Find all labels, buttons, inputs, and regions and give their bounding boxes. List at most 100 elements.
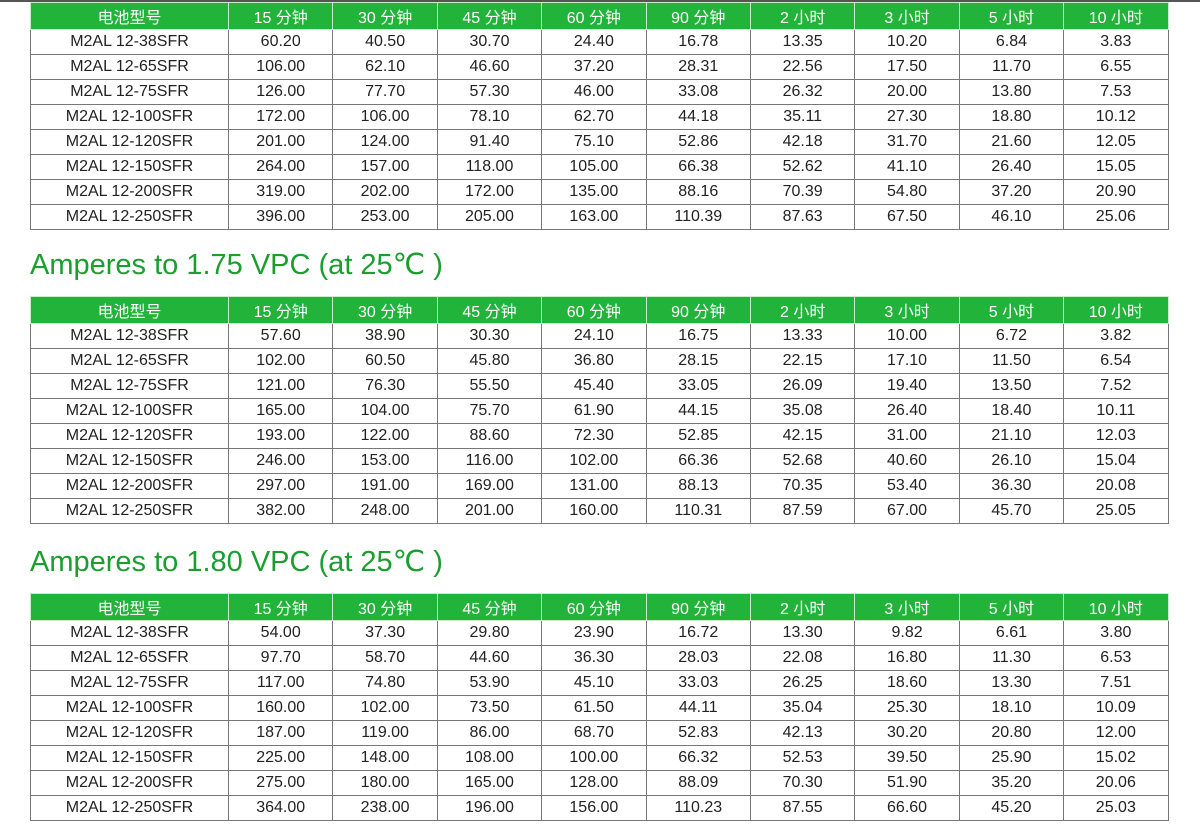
model-cell: M2AL 12-250SFR (30, 498, 229, 524)
current-cell: 52.86 (645, 129, 751, 155)
current-cell: 35.08 (749, 398, 856, 424)
current-cell: 11.30 (958, 645, 1065, 671)
current-cell: 88.16 (645, 179, 751, 205)
current-cell: 73.50 (436, 695, 543, 721)
current-cell: 88.09 (645, 770, 751, 796)
current-cell: 41.10 (854, 154, 960, 180)
column-header: 2 小时 (749, 593, 856, 621)
column-header: 60 分钟 (541, 296, 647, 324)
current-cell: 42.15 (749, 423, 856, 449)
current-cell: 45.70 (958, 498, 1065, 524)
current-cell: 57.60 (227, 323, 334, 349)
current-cell: 105.00 (541, 154, 647, 180)
current-cell: 68.70 (541, 720, 647, 746)
current-cell: 52.85 (645, 423, 751, 449)
current-cell: 238.00 (332, 795, 438, 821)
current-cell: 37.20 (958, 179, 1065, 205)
column-header: 15 分钟 (227, 593, 334, 621)
current-cell: 13.80 (958, 79, 1065, 105)
current-cell: 20.00 (854, 79, 960, 105)
current-cell: 26.32 (749, 79, 856, 105)
current-cell: 36.30 (541, 645, 647, 671)
current-cell: 20.06 (1063, 770, 1169, 796)
model-cell: M2AL 12-250SFR (30, 204, 229, 230)
discharge-table-1: 电池型号 15 分钟 30 分钟 45 分钟 60 分钟 90 分钟 2 小时 3 小时 5 小… (30, 2, 1169, 230)
current-cell: 17.10 (854, 348, 960, 374)
table-row: M2AL 12-65SFR 102.00 60.50 45.80 36.80 28.15 2… (30, 348, 1169, 374)
model-cell: M2AL 12-150SFR (30, 745, 229, 771)
current-cell: 62.10 (332, 54, 438, 80)
current-cell: 3.80 (1063, 620, 1169, 646)
column-header: 3 小时 (854, 593, 960, 621)
current-cell: 52.62 (749, 154, 856, 180)
current-cell: 102.00 (227, 348, 334, 374)
current-cell: 7.53 (1063, 79, 1169, 105)
current-cell: 16.78 (645, 29, 751, 55)
current-cell: 110.39 (645, 204, 751, 230)
current-cell: 196.00 (436, 795, 543, 821)
column-header: 90 分钟 (645, 296, 751, 324)
model-cell: M2AL 12-75SFR (30, 670, 229, 696)
current-cell: 12.05 (1063, 129, 1169, 155)
column-header: 30 分钟 (332, 2, 438, 30)
current-cell: 37.30 (332, 620, 438, 646)
current-cell: 124.00 (332, 129, 438, 155)
column-header: 60 分钟 (541, 2, 647, 30)
column-header: 电池型号 (30, 2, 229, 30)
current-cell: 72.30 (541, 423, 647, 449)
current-cell: 18.80 (958, 104, 1065, 130)
current-cell: 15.05 (1063, 154, 1169, 180)
current-cell: 12.03 (1063, 423, 1169, 449)
table-row: M2AL 12-100SFR 172.00 106.00 78.10 62.70 44.1… (30, 104, 1169, 130)
current-cell: 10.00 (854, 323, 960, 349)
current-cell: 60.50 (332, 348, 438, 374)
current-cell: 42.18 (749, 129, 856, 155)
current-cell: 88.13 (645, 473, 751, 499)
model-cell: M2AL 12-100SFR (30, 104, 229, 130)
current-cell: 25.90 (958, 745, 1065, 771)
current-cell: 25.06 (1063, 204, 1169, 230)
current-cell: 25.30 (854, 695, 960, 721)
table-row: M2AL 12-150SFR 225.00 148.00 108.00 100.00 66… (30, 745, 1169, 771)
current-cell: 44.11 (645, 695, 751, 721)
table-row: M2AL 12-200SFR 319.00 202.00 172.00 135.00 88… (30, 179, 1169, 205)
column-header: 5 小时 (958, 2, 1065, 30)
current-cell: 157.00 (332, 154, 438, 180)
model-cell: M2AL 12-100SFR (30, 398, 229, 424)
model-cell: M2AL 12-38SFR (30, 323, 229, 349)
current-cell: 13.35 (749, 29, 856, 55)
model-cell: M2AL 12-65SFR (30, 645, 229, 671)
current-cell: 100.00 (541, 745, 647, 771)
column-header: 5 小时 (958, 296, 1065, 324)
model-cell: M2AL 12-100SFR (30, 695, 229, 721)
table-row: M2AL 12-100SFR 160.00 102.00 73.50 61.50 44.1… (30, 695, 1169, 721)
column-header: 90 分钟 (645, 2, 751, 30)
column-header: 2 小时 (749, 2, 856, 30)
current-cell: 297.00 (227, 473, 334, 499)
header-row: 电池型号 15 分钟 30 分钟 45 分钟 60 分钟 90 分钟 2 小时 3 小时 5 小… (30, 296, 1169, 324)
current-cell: 44.15 (645, 398, 751, 424)
table-row: M2AL 12-38SFR 57.60 38.90 30.30 24.10 16.75 13… (30, 323, 1169, 349)
column-header: 电池型号 (30, 593, 229, 621)
model-cell: M2AL 12-250SFR (30, 795, 229, 821)
model-cell: M2AL 12-65SFR (30, 54, 229, 80)
model-cell: M2AL 12-200SFR (30, 770, 229, 796)
current-cell: 74.80 (332, 670, 438, 696)
header-row: 电池型号 15 分钟 30 分钟 45 分钟 60 分钟 90 分钟 2 小时 3 小时 5 小… (30, 2, 1169, 30)
current-cell: 165.00 (227, 398, 334, 424)
current-cell: 253.00 (332, 204, 438, 230)
current-cell: 110.31 (645, 498, 751, 524)
column-header: 10 小时 (1063, 296, 1169, 324)
current-cell: 52.53 (749, 745, 856, 771)
current-cell: 10.12 (1063, 104, 1169, 130)
current-cell: 27.30 (854, 104, 960, 130)
current-cell: 18.60 (854, 670, 960, 696)
column-header: 90 分钟 (645, 593, 751, 621)
current-cell: 153.00 (332, 448, 438, 474)
current-cell: 57.30 (436, 79, 543, 105)
table-row: M2AL 12-200SFR 275.00 180.00 165.00 128.00 88… (30, 770, 1169, 796)
table-row: M2AL 12-150SFR 246.00 153.00 116.00 102.00 66… (30, 448, 1169, 474)
current-cell: 75.10 (541, 129, 647, 155)
current-cell: 66.36 (645, 448, 751, 474)
model-cell: M2AL 12-38SFR (30, 29, 229, 55)
